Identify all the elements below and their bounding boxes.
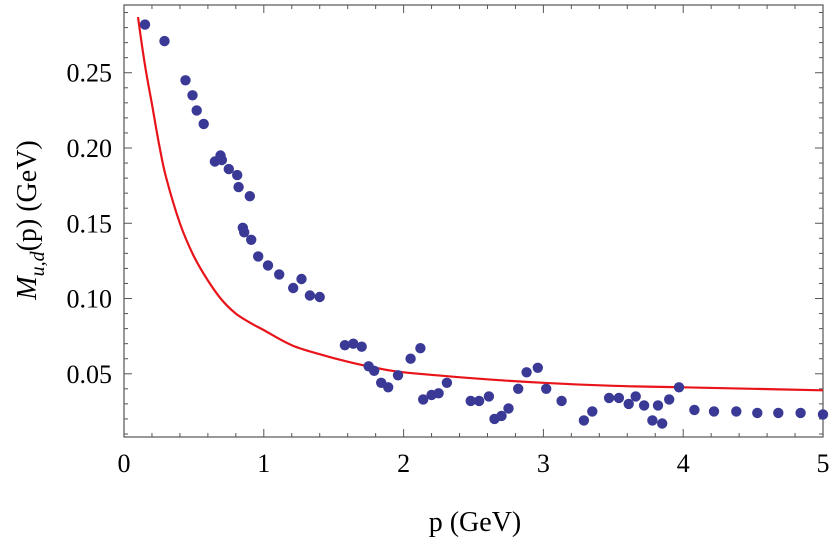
data-point — [405, 353, 416, 364]
data-point — [314, 291, 325, 303]
data-point — [356, 341, 367, 352]
data-point — [773, 407, 784, 419]
data-point — [752, 407, 763, 419]
data-point — [521, 367, 532, 378]
data-point — [233, 181, 244, 193]
data-point — [483, 391, 495, 402]
data-point — [673, 382, 685, 393]
x-tick-label: 5 — [817, 449, 830, 478]
data-point — [296, 273, 307, 285]
y-axis-label: Mu,d(p) (GeV) — [12, 140, 49, 301]
data-point — [244, 191, 255, 202]
data-point — [348, 338, 359, 349]
data-point — [496, 410, 507, 422]
data-point — [253, 251, 264, 262]
data-point — [587, 406, 598, 417]
y-tick-label: 0.05 — [67, 360, 113, 389]
data-point — [708, 406, 720, 417]
data-point — [198, 118, 209, 130]
x-axis-label: p (GeV) — [429, 507, 522, 538]
points-layer — [139, 19, 829, 429]
data-point — [473, 395, 485, 407]
data-point — [383, 382, 394, 393]
data-point — [246, 234, 257, 245]
data-point — [369, 365, 380, 376]
y-axis-label-symbol: M — [12, 275, 43, 301]
data-point — [657, 418, 668, 429]
y-tick-label: 0.10 — [67, 285, 113, 314]
y-tick-label: 0.15 — [67, 209, 113, 238]
data-point — [795, 407, 806, 419]
data-point — [216, 154, 228, 166]
data-point — [556, 395, 567, 407]
data-point — [441, 377, 453, 388]
data-point — [392, 370, 404, 381]
data-point — [274, 269, 285, 280]
y-axis-label-rest: (p) (GeV) — [12, 140, 43, 251]
y-axis-ticks: 0.05 0.10 0.15 0.20 0.25 — [67, 12, 823, 435]
data-point — [578, 415, 590, 426]
data-point — [415, 343, 426, 354]
y-tick-label: 0.25 — [67, 59, 113, 88]
data-point — [652, 400, 664, 411]
x-tick-label: 3 — [537, 449, 550, 478]
data-point — [239, 227, 250, 238]
data-point — [304, 290, 316, 301]
data-point — [731, 406, 742, 417]
data-point — [191, 105, 202, 116]
data-point — [503, 403, 514, 414]
data-point — [613, 392, 625, 404]
data-point — [433, 388, 444, 399]
data-point — [513, 383, 524, 394]
x-tick-label: 4 — [677, 449, 690, 478]
y-axis-label-subscript: u,d — [27, 250, 49, 276]
data-point — [647, 415, 658, 426]
x-tick-label: 0 — [118, 449, 131, 478]
data-point — [664, 394, 675, 405]
curve-layer — [136, 16, 824, 392]
data-point — [630, 391, 641, 402]
data-point — [638, 400, 650, 411]
data-point — [418, 394, 429, 405]
data-point — [603, 392, 615, 404]
y-tick-label: 0.20 — [67, 134, 113, 163]
data-point — [187, 90, 198, 101]
data-point — [532, 362, 543, 373]
data-point — [623, 398, 634, 410]
data-point — [232, 169, 243, 181]
plot-frame — [123, 4, 824, 438]
x-tick-label: 2 — [397, 449, 410, 478]
data-point — [339, 340, 351, 351]
x-axis-ticks: 0 1 2 3 4 5 — [118, 5, 830, 478]
data-point — [180, 75, 191, 86]
data-point — [288, 282, 299, 294]
data-point — [689, 404, 700, 416]
data-point — [262, 260, 274, 271]
data-point — [159, 35, 170, 47]
data-point — [223, 163, 234, 175]
data-point — [465, 395, 476, 407]
model-curve — [136, 16, 824, 392]
data-point — [541, 383, 552, 394]
data-point — [139, 19, 151, 30]
x-tick-label: 1 — [257, 449, 270, 478]
data-point — [817, 409, 829, 420]
